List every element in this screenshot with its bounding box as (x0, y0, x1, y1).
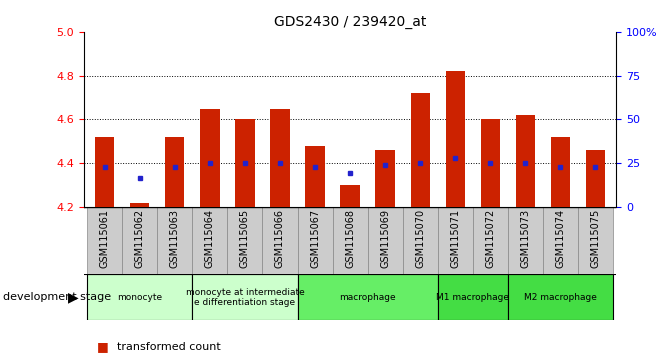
Bar (192, 207, 227, 274)
Bar (130, 203, 149, 207)
Text: GSM115065: GSM115065 (240, 209, 250, 268)
Bar (508, 207, 543, 274)
Bar (263, 207, 297, 274)
Bar (403, 207, 438, 274)
Bar (235, 120, 255, 207)
Bar (375, 150, 395, 207)
Bar (200, 109, 220, 207)
Text: GSM115063: GSM115063 (170, 209, 180, 268)
Bar (95, 137, 115, 207)
Text: ▶: ▶ (68, 290, 79, 304)
Text: development stage: development stage (3, 292, 111, 302)
Text: GSM115064: GSM115064 (205, 209, 215, 268)
Title: GDS2430 / 239420_at: GDS2430 / 239420_at (274, 16, 426, 29)
Bar (87, 274, 192, 320)
Bar (480, 120, 500, 207)
Bar (578, 207, 613, 274)
Bar (586, 150, 605, 207)
Bar (446, 71, 465, 207)
Bar (87, 207, 123, 274)
Bar (123, 207, 157, 274)
Text: GSM115067: GSM115067 (310, 209, 320, 268)
Text: GSM115073: GSM115073 (521, 209, 530, 268)
Bar (271, 109, 289, 207)
Text: GSM115072: GSM115072 (485, 209, 495, 268)
Bar (227, 207, 263, 274)
Bar (340, 185, 360, 207)
Bar (368, 207, 403, 274)
Bar (551, 137, 570, 207)
Bar (438, 207, 473, 274)
Bar (157, 207, 192, 274)
Text: monocyte at intermediate
e differentiation stage: monocyte at intermediate e differentiati… (186, 288, 304, 307)
Text: GSM115068: GSM115068 (345, 209, 355, 268)
Bar (411, 93, 429, 207)
Bar (297, 274, 438, 320)
Bar (306, 146, 325, 207)
Text: GSM115070: GSM115070 (415, 209, 425, 268)
Text: GSM115066: GSM115066 (275, 209, 285, 268)
Text: GSM115069: GSM115069 (380, 209, 390, 268)
Text: GSM115061: GSM115061 (100, 209, 110, 268)
Bar (473, 207, 508, 274)
Text: GSM115075: GSM115075 (590, 209, 600, 268)
Bar (165, 137, 184, 207)
Text: monocyte: monocyte (117, 293, 162, 302)
Text: M1 macrophage: M1 macrophage (436, 293, 509, 302)
Text: M2 macrophage: M2 macrophage (524, 293, 597, 302)
Text: macrophage: macrophage (339, 293, 396, 302)
Bar (516, 115, 535, 207)
Text: ■: ■ (97, 341, 109, 353)
Bar (297, 207, 332, 274)
Bar (508, 274, 613, 320)
Text: GSM115062: GSM115062 (135, 209, 145, 268)
Bar (543, 207, 578, 274)
Text: transformed count: transformed count (117, 342, 221, 352)
Text: GSM115074: GSM115074 (555, 209, 565, 268)
Text: GSM115071: GSM115071 (450, 209, 460, 268)
Bar (438, 274, 508, 320)
Bar (192, 274, 297, 320)
Bar (332, 207, 368, 274)
